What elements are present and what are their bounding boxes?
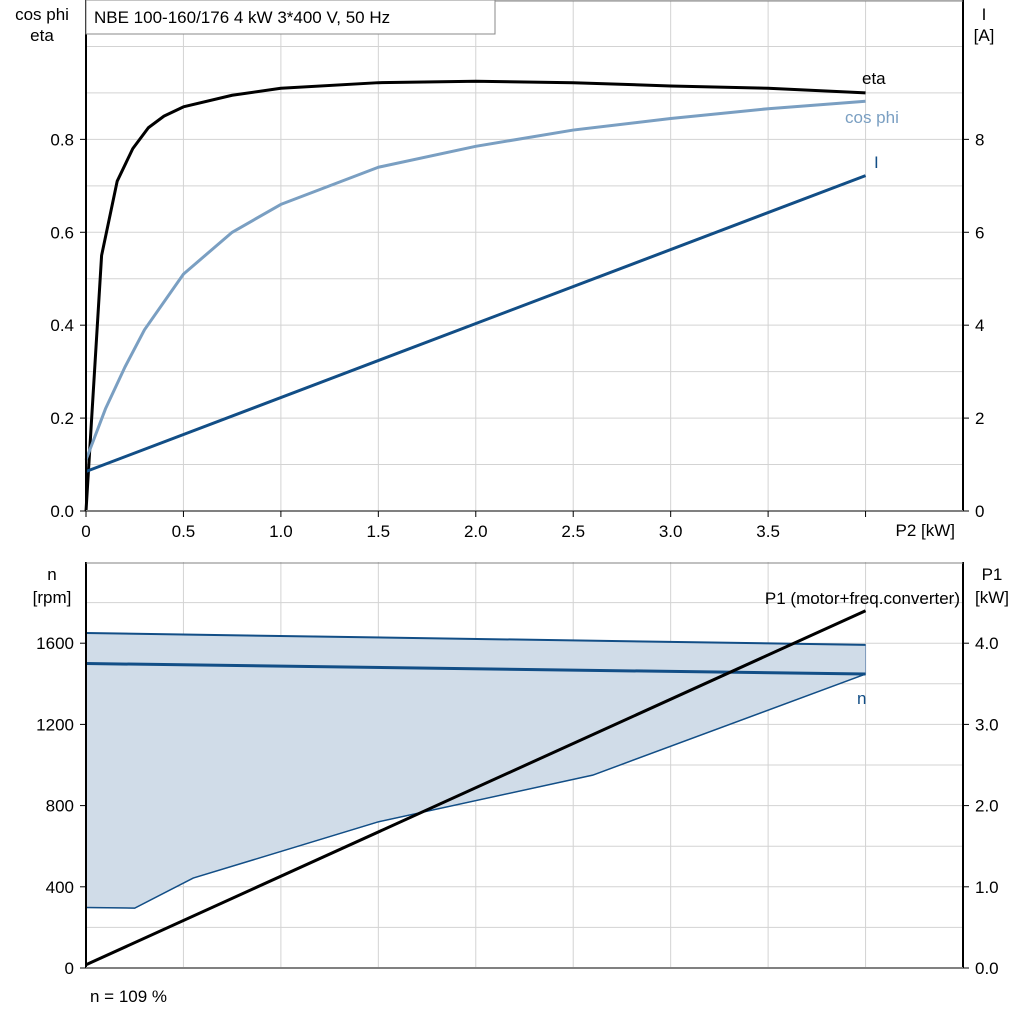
y-tick-label-left: 1600 (36, 634, 74, 653)
axes: 0.0 0.2 0.4 0.6 0.8 0 2 4 6 8 0 0.5 1.0 1.5 2.0 2.5 3.0 3… (36, 0, 999, 978)
bottom-y-right-label-2: [kW] (975, 588, 1009, 607)
min-speed-line (85, 673, 866, 909)
series-label-p1: P1 (motor+freq.converter) (765, 589, 960, 608)
bottom-y-right-label-1: P1 (982, 565, 1003, 584)
bottom-y-left-label-2: [rpm] (33, 588, 72, 607)
y-tick-label-left: 0.2 (50, 409, 74, 428)
series-line-p1 (85, 609, 867, 967)
y-right-label-1: I (982, 5, 987, 24)
y-left-label-1: cos phi (15, 5, 69, 24)
y-tick-label-right: 4 (975, 316, 984, 335)
y-tick-label-right: 8 (975, 130, 984, 149)
x-tick-label: 3.0 (659, 522, 683, 541)
y-tick-label-left: 1200 (36, 715, 74, 734)
chart-title: NBE 100-160/176 4 kW 3*400 V, 50 Hz (94, 8, 390, 27)
y-tick-label-right: 1.0 (975, 878, 999, 897)
max-speed-line (85, 632, 866, 646)
y-tick-label-right: 0 (975, 502, 984, 521)
series-line-i (85, 174, 867, 473)
series-label-i: I (874, 153, 879, 172)
top-grid (86, 0, 963, 511)
y-tick-label-left: 0.4 (50, 316, 74, 335)
series-label-n: n (857, 689, 866, 708)
y-right-label-2: [A] (974, 26, 995, 45)
series-label-eta: eta (862, 69, 886, 88)
x-tick-label: 0.5 (172, 522, 196, 541)
x-tick-label: 1.0 (269, 522, 293, 541)
x-tick-label: 0 (81, 522, 90, 541)
y-tick-label-left: 0.6 (50, 223, 74, 242)
series-lines (84, 79, 867, 967)
x-tick-label: 2.0 (464, 522, 488, 541)
y-tick-label-right: 3.0 (975, 715, 999, 734)
y-tick-label-left: 0.0 (50, 502, 74, 521)
series-line-n (85, 662, 866, 676)
bottom-y-left-label-1: n (47, 565, 56, 584)
x-tick-label: 3.5 (756, 522, 780, 541)
title-box (85, 0, 496, 35)
y-tick-label-left: 0 (65, 959, 74, 978)
x-tick-label: 1.5 (367, 522, 391, 541)
y-tick-label-right: 6 (975, 223, 984, 242)
y-tick-label-left: 0.8 (50, 130, 74, 149)
speed-annotation: n = 109 % (90, 987, 167, 1006)
x-axis-label: P2 [kW] (895, 521, 955, 540)
y-tick-label-right: 4.0 (975, 634, 999, 653)
series-line-cos (84, 99, 866, 461)
x-tick-label: 2.5 (561, 522, 585, 541)
y-tick-label-right: 0.0 (975, 959, 999, 978)
y-tick-label-left: 400 (46, 878, 74, 897)
series-line-eta (84, 79, 866, 512)
y-left-label-2: eta (30, 26, 54, 45)
y-tick-label-right: 2 (975, 409, 984, 428)
y-tick-label-left: 800 (46, 797, 74, 816)
y-tick-label-right: 2.0 (975, 797, 999, 816)
series-label-cos-phi: cos phi (845, 108, 899, 127)
